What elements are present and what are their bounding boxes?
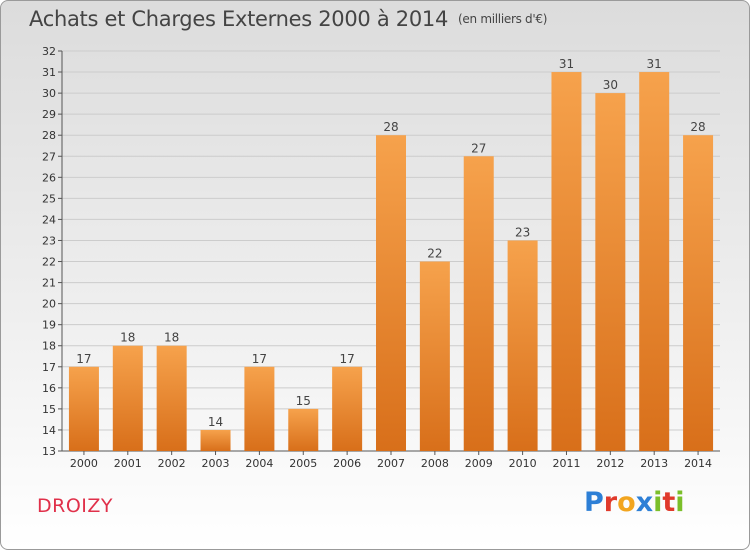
x-tick-label: 2003 — [202, 457, 230, 470]
logo-letter: P — [584, 487, 604, 518]
bar-2007 — [376, 135, 406, 452]
x-tick-label: 2011 — [552, 457, 580, 470]
data-label: 17 — [252, 352, 267, 366]
bar-2012 — [595, 93, 626, 452]
logo-letter: o — [617, 487, 636, 518]
x-tick-label: 2004 — [245, 457, 273, 470]
data-label: 28 — [383, 120, 398, 134]
bar-2009 — [463, 156, 494, 451]
y-tick-label: 21 — [42, 277, 56, 290]
data-label: 17 — [76, 352, 91, 366]
x-tick-label: 2001 — [114, 457, 142, 470]
logo-letter: x — [635, 487, 654, 518]
x-tick-label: 2000 — [70, 457, 98, 470]
logo-letter: r — [603, 487, 618, 518]
y-tick-label: 27 — [42, 150, 56, 163]
x-tick-label: 2014 — [684, 457, 712, 470]
y-tick-label: 13 — [42, 445, 56, 458]
x-tick-label: 2002 — [158, 457, 186, 470]
y-tick-label: 25 — [42, 192, 56, 205]
bar-2002 — [156, 345, 187, 451]
y-tick-label: 30 — [42, 87, 56, 100]
data-label: 27 — [471, 141, 486, 155]
x-tick-label: 2006 — [333, 457, 361, 470]
bar-2010 — [507, 240, 538, 451]
bar-2000 — [68, 366, 99, 451]
y-tick-label: 15 — [42, 403, 56, 416]
data-label: 31 — [559, 57, 574, 71]
x-tick-label: 2007 — [377, 457, 405, 470]
data-label: 17 — [339, 352, 354, 366]
data-label: 22 — [427, 247, 442, 261]
bar-2005 — [288, 408, 319, 451]
axes: 13 14 15 16 17 18 19 20 21 22 23 24 25 26 27 28 29 30 31 32… — [42, 45, 720, 470]
y-tick-label: 14 — [42, 424, 56, 437]
bar-2011 — [551, 72, 582, 451]
data-label: 30 — [603, 78, 618, 92]
x-tick-label: 2009 — [465, 457, 493, 470]
y-tick-label: 22 — [42, 256, 56, 269]
x-tick-label: 2012 — [596, 457, 624, 470]
data-label: 18 — [120, 331, 135, 345]
y-tick-label: 18 — [42, 340, 56, 353]
x-tick-label: 2013 — [640, 457, 668, 470]
logo-letter: i — [675, 487, 685, 518]
x-tick-label: 2008 — [421, 457, 449, 470]
bars — [68, 72, 714, 452]
x-tick-label: 2010 — [509, 457, 537, 470]
data-labels: 17 18 18 14 17 15 17 28 22 27 23 31 30 31 28 — [76, 57, 705, 429]
data-label: 15 — [296, 394, 311, 408]
data-label: 18 — [164, 331, 179, 345]
bar-2013 — [639, 72, 670, 451]
y-tick-label: 31 — [42, 66, 56, 79]
y-tick-label: 16 — [42, 382, 56, 395]
chart-title: Achats et Charges Externes 2000 à 2014 (e… — [29, 7, 547, 31]
data-label: 31 — [647, 57, 662, 71]
bar-2014 — [683, 135, 714, 452]
y-tick-label: 29 — [42, 108, 56, 121]
bar-2008 — [419, 261, 450, 451]
data-label: 23 — [515, 225, 530, 239]
bar-2001 — [112, 345, 143, 451]
bar-2004 — [244, 366, 275, 451]
y-tick-label: 17 — [42, 361, 56, 374]
chart-title-text: Achats et Charges Externes 2000 à 2014 — [29, 7, 449, 31]
logo-letter: t — [662, 487, 676, 518]
y-tick-label: 23 — [42, 234, 56, 247]
y-tick-label: 24 — [42, 213, 56, 226]
x-tick-label: 2005 — [289, 457, 317, 470]
logo-letter: i — [653, 487, 663, 518]
proxiti-logo: Proxiti — [584, 487, 685, 518]
bar-2006 — [332, 366, 363, 451]
chart-unit: (en milliers d'€) — [458, 12, 548, 26]
data-label: 14 — [208, 415, 223, 429]
bar-2003 — [200, 429, 231, 451]
y-tick-label: 28 — [42, 129, 56, 142]
y-tick-label: 32 — [42, 45, 56, 58]
data-label: 28 — [690, 120, 705, 134]
y-tick-label: 19 — [42, 319, 56, 332]
y-tick-label: 20 — [42, 298, 56, 311]
y-tick-label: 26 — [42, 171, 56, 184]
commune-name: DROIZY — [37, 495, 114, 517]
